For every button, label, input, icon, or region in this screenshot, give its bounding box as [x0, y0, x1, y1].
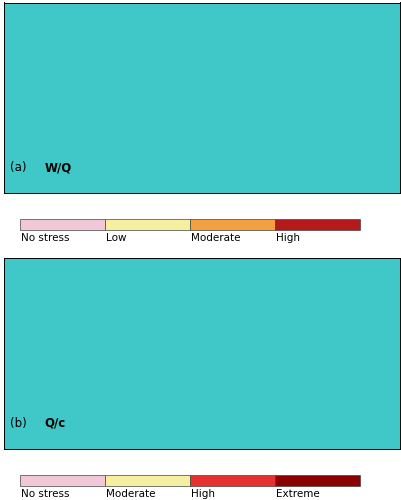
Bar	[275, 475, 359, 486]
Text: High: High	[276, 233, 300, 243]
Text: High: High	[191, 488, 215, 498]
Bar	[190, 475, 275, 486]
Text: Moderate: Moderate	[106, 488, 155, 498]
Bar	[20, 219, 105, 230]
Text: Q/c: Q/c	[45, 417, 66, 430]
Text: (b): (b)	[10, 417, 30, 430]
Text: W/Q: W/Q	[45, 162, 72, 174]
Text: No stress: No stress	[21, 233, 69, 243]
Bar	[105, 475, 190, 486]
Bar	[20, 475, 105, 486]
Text: Extreme: Extreme	[276, 488, 320, 498]
Bar	[275, 219, 359, 230]
Text: Low: Low	[106, 233, 126, 243]
Text: Moderate: Moderate	[191, 233, 240, 243]
Text: No stress: No stress	[21, 488, 69, 498]
Bar	[105, 219, 190, 230]
Bar	[190, 219, 275, 230]
Text: (a): (a)	[10, 162, 30, 174]
